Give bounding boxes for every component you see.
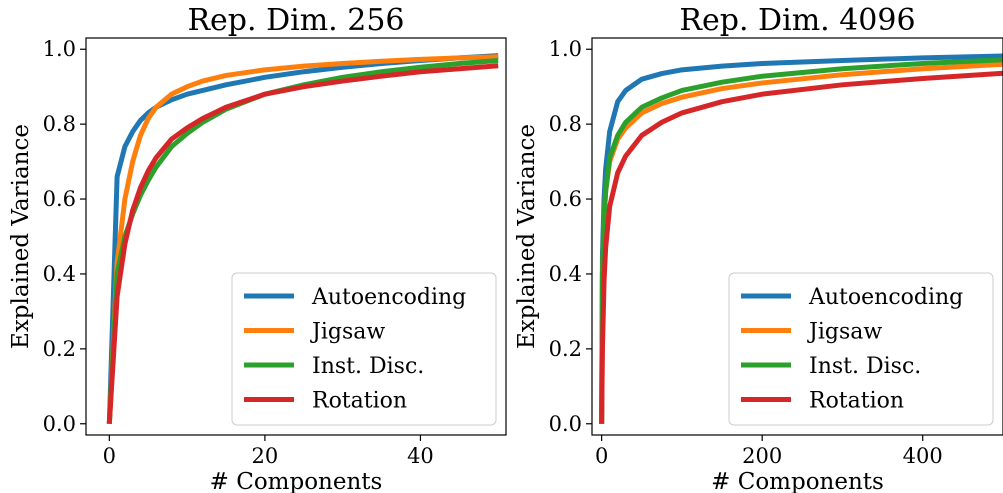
series-line-rotation — [599, 70, 1003, 424]
legend-label: Jigsaw — [807, 320, 882, 345]
series-line-jigsaw — [106, 54, 499, 424]
y-tick-label: 0.6 — [549, 187, 582, 211]
legend-label: Rotation — [312, 389, 407, 414]
y-tick-label: 1.0 — [43, 37, 76, 61]
y-tick-label: 1.0 — [549, 37, 582, 61]
y-axis-label: Explained Variance — [8, 124, 34, 349]
legend-box — [728, 272, 994, 426]
x-axis-label: # Components — [711, 469, 884, 493]
chart-panel-2: 0.0 0.2 0.4 0.6 0.8 1.0 0 200 400 Rep. Dim. 4096 #… — [514, 3, 1003, 493]
y-tick-label: 0.4 — [43, 262, 76, 286]
legend: Autoencoding Jigsaw Inst. Disc. Rotation — [728, 272, 994, 426]
x-tick-label: 0 — [595, 444, 608, 468]
x-tick-label: 0 — [103, 444, 116, 468]
chart-panel-1: 0.0 0.2 0.4 0.6 0.8 1.0 0 20 40 Rep. Dim. 256 # Co… — [8, 3, 507, 493]
series-line-inst-disc — [599, 57, 1003, 424]
legend-label: Inst. Disc. — [809, 354, 921, 379]
y-tick-label: 0.8 — [43, 112, 76, 136]
y-tick-label: 0.6 — [43, 187, 76, 211]
chart-title: Rep. Dim. 256 — [187, 3, 404, 38]
y-tick-label: 0.2 — [549, 337, 582, 361]
legend-label: Inst. Disc. — [312, 354, 424, 379]
y-tick-label: 0.4 — [549, 262, 582, 286]
series-line-rotation — [106, 63, 499, 424]
y-tick-label: 0.0 — [43, 412, 76, 436]
y-tick-label: 0.8 — [549, 112, 582, 136]
legend-label: Autoencoding — [808, 285, 963, 310]
x-axis-label: # Components — [210, 469, 383, 493]
plot-frame — [591, 37, 1003, 436]
y-axis-label: Explained Variance — [514, 124, 540, 349]
chart-title: Rep. Dim. 4096 — [679, 3, 915, 38]
x-tick-label: 400 — [903, 444, 943, 468]
x-tick-label: 20 — [252, 444, 279, 468]
plot-frame — [85, 37, 507, 436]
legend-label: Rotation — [809, 389, 904, 414]
x-tick-label: 40 — [407, 444, 434, 468]
legend-box — [231, 272, 497, 426]
y-tick-label: 0.0 — [549, 412, 582, 436]
y-tick-label: 0.2 — [43, 337, 76, 361]
legend: Autoencoding Jigsaw Inst. Disc. Rotation — [231, 272, 497, 426]
legend-label: Autoencoding — [311, 285, 466, 310]
legend-label: Jigsaw — [310, 320, 385, 345]
x-tick-label: 200 — [742, 444, 782, 468]
